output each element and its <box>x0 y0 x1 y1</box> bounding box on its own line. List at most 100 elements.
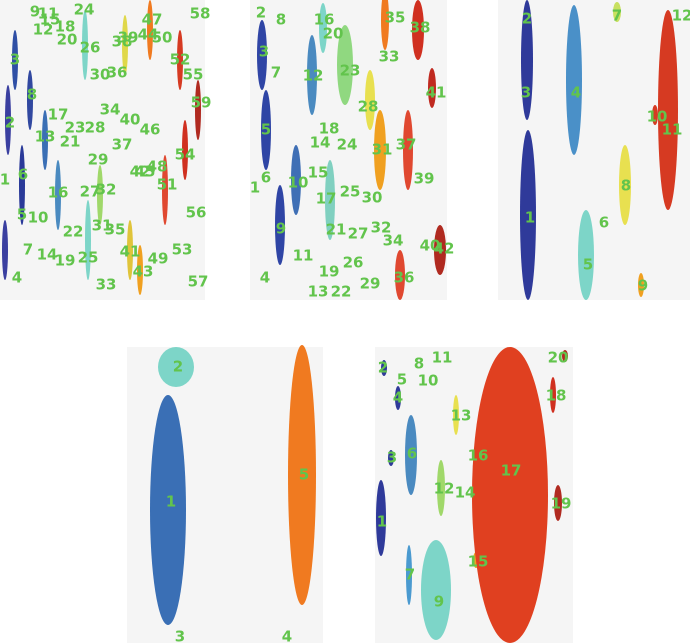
segment-label: 33 <box>379 48 400 66</box>
segment-label: 37 <box>396 136 417 154</box>
segment-label: 6 <box>407 445 417 463</box>
segment-label: 9 <box>276 220 286 238</box>
segment-label: 9 <box>638 277 648 295</box>
segment-label: 9 <box>434 593 444 611</box>
segment-label: 39 <box>414 170 435 188</box>
segment-label: 10 <box>288 174 309 192</box>
segment-label: 58 <box>190 5 211 23</box>
segment-label: 15 <box>308 164 329 182</box>
segment-label: 8 <box>621 177 631 195</box>
segment-label: 2 <box>5 114 15 132</box>
segment-label: 1 <box>250 179 260 197</box>
segment-label: 19 <box>551 495 572 513</box>
segment-label: 7 <box>612 7 622 25</box>
segment-label: 24 <box>337 136 358 154</box>
segment-label: 7 <box>405 566 415 584</box>
segment-label: 12 <box>672 7 690 25</box>
segment-label: 17 <box>316 190 337 208</box>
segment-label: 5 <box>299 466 309 484</box>
segment-label: 57 <box>188 273 209 291</box>
segment <box>421 540 451 640</box>
segment-label: 15 <box>468 553 489 571</box>
segment-label: 22 <box>331 283 352 301</box>
segment-label: 35 <box>385 9 406 27</box>
segment-label: 29 <box>88 151 109 169</box>
segment-label: 54 <box>175 146 196 164</box>
segment-label: 6 <box>599 214 609 232</box>
segment-label: 5 <box>583 256 593 274</box>
segmentation-view: 1234567891011121314151617181920212223242… <box>0 0 690 643</box>
segment-label: 11 <box>293 247 314 265</box>
segment-label: 16 <box>48 184 69 202</box>
segment-label: 1 <box>0 171 10 189</box>
segment-label: 2 <box>256 4 266 22</box>
segment-label: 6 <box>261 169 271 187</box>
segment-label: 56 <box>186 204 207 222</box>
segment-label: 32 <box>96 181 117 199</box>
segment-label: 19 <box>55 252 76 270</box>
segment-label: 8 <box>27 86 37 104</box>
segment-label: 16 <box>468 447 489 465</box>
segment-label: 50 <box>152 29 173 47</box>
segment-label: 1 <box>166 493 176 511</box>
segment <box>85 200 91 280</box>
segment-label: 10 <box>28 209 49 227</box>
segment <box>2 220 8 280</box>
segment-label: 36 <box>394 269 415 287</box>
segment-label: 30 <box>362 189 383 207</box>
segment-label: 4 <box>393 389 403 407</box>
segment-label: 18 <box>546 387 567 405</box>
segment <box>566 5 582 155</box>
segment-label: 3 <box>259 43 269 61</box>
segment-label: 25 <box>78 249 99 267</box>
segment-label: 1 <box>525 209 535 227</box>
segment-label: 20 <box>548 349 569 367</box>
segment-label: 1 <box>377 513 387 531</box>
segment-label: 20 <box>57 31 78 49</box>
segment-label: 2 <box>173 358 183 376</box>
segment-label: 53 <box>172 241 193 259</box>
segment-label: 36 <box>107 64 128 82</box>
segment-label: 4 <box>260 269 270 287</box>
segment-label: 28 <box>358 98 379 116</box>
segment-label: 24 <box>74 1 95 19</box>
segment-label: 41 <box>120 243 141 261</box>
segment-label: 25 <box>340 183 361 201</box>
segment-label: 7 <box>23 241 33 259</box>
segment-label: 12 <box>303 67 324 85</box>
segment-label: 5 <box>261 121 271 139</box>
segment-label: 5 <box>397 371 407 389</box>
segment-label: 48 <box>147 158 168 176</box>
segment-label: 20 <box>323 25 344 43</box>
segment-label: 3 <box>10 51 20 69</box>
segment-label: 34 <box>383 232 404 250</box>
segment-label: 14 <box>455 484 476 502</box>
segment-label: 12 <box>434 480 455 498</box>
segment-label: 26 <box>80 39 101 57</box>
segment-label: 2 <box>522 10 532 28</box>
segment-label: 2 <box>378 359 388 377</box>
segment-label: 29 <box>360 275 381 293</box>
segment-label: 23 <box>65 119 86 137</box>
segment-label: 19 <box>319 263 340 281</box>
segment-label: 5 <box>17 206 27 224</box>
segment-label: 31 <box>372 141 393 159</box>
segment-label: 55 <box>183 66 204 84</box>
segment-label: 10 <box>418 372 439 390</box>
segment-label: 8 <box>414 355 424 373</box>
segment-label: 13 <box>451 407 472 425</box>
segment-label: 28 <box>85 119 106 137</box>
segment-label: 47 <box>142 11 163 29</box>
segment-label: 17 <box>501 462 522 480</box>
segment-label: 41 <box>426 84 447 102</box>
segment-label: 11 <box>432 349 453 367</box>
segment-label: 4 <box>12 269 22 287</box>
segment-label: 3 <box>521 84 531 102</box>
segment-label: 46 <box>140 121 161 139</box>
segment-label: 34 <box>100 101 121 119</box>
segment-label: 4 <box>282 628 292 643</box>
segment-label: 7 <box>271 64 281 82</box>
segment-label: 38 <box>410 19 431 37</box>
segment-label: 3 <box>175 628 185 643</box>
segment-label: 42 <box>434 240 455 258</box>
